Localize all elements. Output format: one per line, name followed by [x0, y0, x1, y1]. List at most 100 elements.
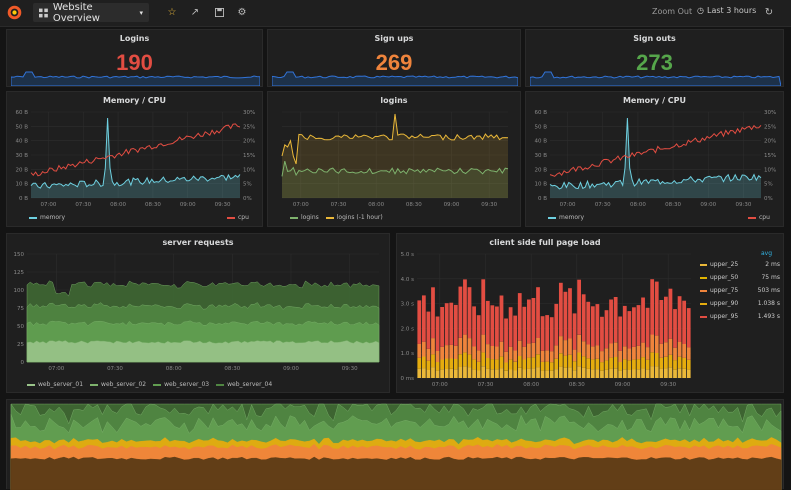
graph-memory-cpu-right[interactable]: Memory / CPU 60 B 30% 50 B 25% 40 B 20% 30 B 15…	[525, 91, 784, 227]
svg-text:0 B: 0 B	[19, 196, 28, 202]
stat-value: 273	[636, 50, 673, 75]
memory-cpu-chart: 60 B 30% 50 B 25% 40 B 20% 30 B 15% 20 B 10% 10 B 5…	[534, 110, 776, 208]
memory-cpu-chart: 60 B 30% 50 B 25% 40 B 20% 30 B 15% 20 B 10% 10 B 5…	[15, 110, 255, 208]
refresh-icon[interactable]: ↻	[764, 6, 774, 18]
bottom-stacked-chart	[10, 403, 782, 490]
svg-text:08:00: 08:00	[166, 366, 182, 372]
svg-text:07:30: 07:30	[478, 382, 494, 388]
panel-title: Memory / CPU	[102, 96, 167, 105]
svg-text:3.0 s: 3.0 s	[401, 302, 414, 308]
svg-text:5%: 5%	[764, 182, 773, 188]
legend-cpu: cpu	[759, 214, 770, 221]
dashboard-title: Website Overview	[52, 1, 100, 24]
legend-memory: memory	[559, 214, 585, 221]
svg-text:50 B: 50 B	[15, 124, 28, 130]
clock-icon: ◷	[697, 6, 704, 15]
server-requests-chart: 150 125 100 75 50 25 0 07:00 07:30 08:00 08:30 09:0…	[14, 252, 380, 372]
svg-text:15%: 15%	[764, 153, 776, 159]
page-load-chart: 5.0 s 4.0 s 3.0 s 2.0 s 1.0 s 0 ms 07:00 07:30 0…	[401, 252, 691, 388]
svg-text:07:00: 07:00	[40, 202, 56, 208]
svg-text:2.0 s: 2.0 s	[401, 326, 414, 332]
stat-value: 269	[375, 50, 413, 75]
gear-icon[interactable]: ⚙	[237, 6, 247, 18]
sparkline	[530, 71, 781, 86]
panel-title: Sign outs	[633, 34, 676, 43]
svg-text:25: 25	[17, 342, 24, 348]
svg-text:07:30: 07:30	[75, 202, 91, 208]
legend-logins-prev: logins (-1 hour)	[336, 214, 383, 221]
chart-legend: logins logins (-1 hour)	[290, 214, 383, 221]
svg-text:10 B: 10 B	[15, 182, 28, 188]
legend-server-1: web_server_01	[38, 381, 84, 388]
time-range-label: Last 3 hours	[706, 6, 757, 15]
svg-text:25%: 25%	[764, 124, 776, 130]
logins-chart: 07:00 07:30 08:00 08:30 09:00 09:30	[281, 111, 509, 208]
dashboard-picker[interactable]: Website Overview ▾	[33, 1, 149, 24]
svg-text:50: 50	[17, 324, 24, 330]
svg-text:20 B: 20 B	[534, 167, 547, 173]
graph-server-requests[interactable]: server requests 150 125 100 75 50 25 0 07:00 07:…	[6, 233, 390, 393]
svg-text:09:00: 09:00	[180, 202, 196, 208]
svg-text:25%: 25%	[243, 124, 255, 130]
grafana-logo[interactable]	[6, 4, 23, 21]
svg-text:07:30: 07:30	[107, 366, 123, 372]
svg-text:125: 125	[14, 270, 25, 276]
svg-text:40 B: 40 B	[15, 139, 28, 145]
legend-upper-75: upper_75 503 ms	[700, 287, 780, 294]
save-icon[interactable]	[212, 5, 226, 19]
svg-text:07:00: 07:00	[293, 202, 309, 208]
svg-text:09:00: 09:00	[444, 202, 460, 208]
svg-text:60 B: 60 B	[534, 110, 547, 116]
svg-text:0 ms: 0 ms	[401, 376, 415, 382]
star-icon[interactable]: ☆	[167, 6, 177, 18]
svg-text:08:00: 08:00	[523, 382, 539, 388]
graph-bottom-stacked[interactable]	[6, 399, 784, 490]
singlestat-logins[interactable]: Logins 190	[6, 29, 263, 87]
top-navbar: Website Overview ▾ ☆ ↗ ⚙ Zoom Out ◷ Last…	[0, 0, 791, 27]
svg-text:09:30: 09:30	[215, 202, 231, 208]
share-icon[interactable]: ↗	[190, 6, 200, 18]
stat-value: 190	[116, 50, 153, 75]
svg-text:50 B: 50 B	[534, 124, 547, 130]
svg-text:07:30: 07:30	[331, 202, 347, 208]
legend-upper-95: upper_95 1.493 s	[700, 313, 780, 320]
chart-legend: memory	[29, 214, 65, 221]
svg-text:09:00: 09:00	[700, 202, 716, 208]
graph-logins[interactable]: logins 07:00 07:30 08:00 08:30 09:00 09:30 lo…	[267, 91, 521, 227]
svg-text:4.0 s: 4.0 s	[401, 277, 414, 283]
time-range-picker[interactable]: ◷ Last 3 hours	[697, 6, 756, 15]
singlestat-signups[interactable]: Sign ups 269	[267, 29, 521, 87]
panel-title: Memory / CPU	[622, 96, 687, 105]
svg-text:08:00: 08:00	[630, 202, 646, 208]
svg-text:08:00: 08:00	[110, 202, 126, 208]
svg-text:09:30: 09:30	[481, 202, 497, 208]
svg-text:15%: 15%	[243, 153, 255, 159]
legend-server-2: web_server_02	[101, 381, 147, 388]
graph-memory-cpu-left[interactable]: Memory / CPU 60 B 30% 50 B 25% 40 B 20% 30 B 15…	[6, 91, 263, 227]
chart-legend: web_server_01 web_server_02 web_server_0…	[27, 381, 272, 388]
legend-cpu: cpu	[238, 214, 249, 221]
singlestat-signouts[interactable]: Sign outs 273	[525, 29, 784, 87]
svg-text:07:30: 07:30	[595, 202, 611, 208]
svg-text:10%: 10%	[764, 167, 776, 173]
svg-text:0%: 0%	[764, 196, 773, 202]
svg-text:10%: 10%	[243, 167, 255, 173]
panel-title: logins	[380, 96, 408, 105]
svg-text:07:00: 07:00	[48, 366, 64, 372]
chart-legend: cpu	[227, 214, 249, 221]
svg-text:09:30: 09:30	[342, 366, 358, 372]
sparkline	[11, 71, 260, 86]
svg-text:08:00: 08:00	[368, 202, 384, 208]
svg-text:30%: 30%	[764, 110, 776, 116]
zoom-out-button[interactable]: Zoom Out	[652, 7, 693, 16]
panel-title: Logins	[119, 34, 150, 43]
svg-text:1.0 s: 1.0 s	[401, 351, 414, 357]
legend-upper-90: upper_90 1.038 s	[700, 300, 780, 307]
graph-page-load[interactable]: client side full page load 5.0 s 4.0 s 3.0…	[396, 233, 784, 393]
svg-text:20 B: 20 B	[15, 167, 28, 173]
svg-text:75: 75	[17, 306, 24, 312]
svg-text:20%: 20%	[764, 139, 776, 145]
legend-upper-25: upper_25 2 ms	[700, 261, 780, 268]
svg-text:20%: 20%	[243, 139, 255, 145]
legend-server-4: web_server_04	[227, 381, 273, 388]
